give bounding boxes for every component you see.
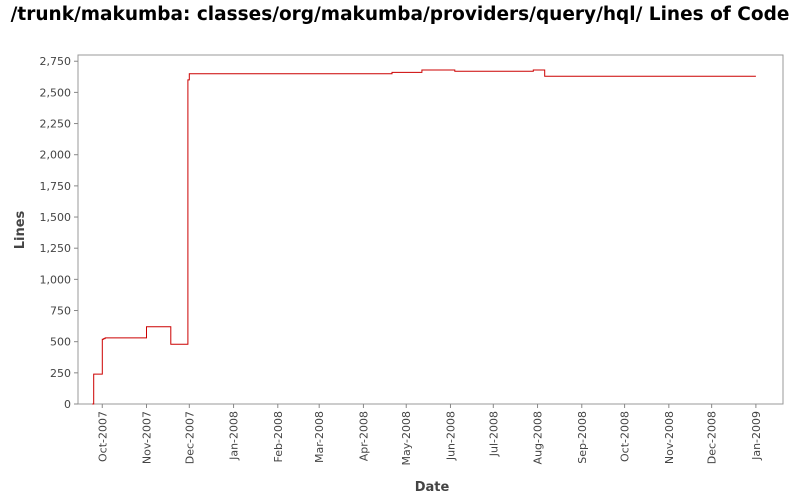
x-tick-label: Nov-2007 xyxy=(141,411,154,464)
data-point xyxy=(93,373,94,374)
data-point xyxy=(454,71,455,72)
data-point xyxy=(391,72,392,73)
data-point xyxy=(533,69,534,70)
x-tick-label: Oct-2008 xyxy=(619,411,632,462)
data-point xyxy=(544,76,545,77)
data-point xyxy=(189,73,190,74)
x-tick-label: Jul-2008 xyxy=(487,411,500,457)
y-tick-label: 250 xyxy=(50,367,71,380)
x-tick-label: Aug-2008 xyxy=(532,411,545,464)
x-axis-label: Date xyxy=(415,480,450,495)
x-tick-label: Jan-2009 xyxy=(750,411,763,461)
y-tick-label: 2,500 xyxy=(40,86,72,99)
data-point xyxy=(755,76,756,77)
y-axis-label: Lines xyxy=(13,210,28,249)
data-point xyxy=(92,403,93,404)
x-tick-label: Dec-2007 xyxy=(183,411,196,464)
data-point xyxy=(187,79,188,80)
series-line xyxy=(92,69,756,405)
x-tick-label: Mar-2008 xyxy=(313,411,326,463)
y-tick-label: 750 xyxy=(50,305,71,318)
y-tick-label: 1,750 xyxy=(40,180,72,193)
data-point xyxy=(102,339,103,340)
y-tick-label: 500 xyxy=(50,336,71,349)
data-point xyxy=(170,344,171,345)
data-point xyxy=(105,337,106,338)
y-tick-label: 1,500 xyxy=(40,211,72,224)
x-tick-label: Sep-2008 xyxy=(576,411,589,464)
x-tick-label: Oct-2007 xyxy=(96,411,109,462)
data-point xyxy=(146,326,147,327)
data-point xyxy=(421,69,422,70)
x-tick-label: Apr-2008 xyxy=(357,411,370,461)
data-point xyxy=(103,338,104,339)
x-tick-label: Jun-2008 xyxy=(444,411,457,461)
x-axis: Oct-2007 Nov-2007 Dec-2007 Jan-2008 Feb-2008… xyxy=(96,404,763,466)
series-layer xyxy=(92,69,756,405)
y-axis: 0 250 500 750 1,000 1,250 1,500 1,750 2,000 2,250… xyxy=(40,55,78,411)
x-tick-label: Nov-2008 xyxy=(663,411,676,464)
y-tick-label: 2,750 xyxy=(40,55,72,68)
y-tick-label: 1,250 xyxy=(40,242,72,255)
x-tick-label: May-2008 xyxy=(400,411,413,466)
y-tick-label: 1,000 xyxy=(40,273,72,286)
y-tick-label: 2,250 xyxy=(40,118,72,131)
x-tick-label: Dec-2008 xyxy=(706,411,719,464)
x-tick-label: Feb-2008 xyxy=(272,411,285,462)
plot-area xyxy=(77,54,784,405)
chart-title: /trunk/makumba: classes/org/makumba/prov… xyxy=(10,4,790,25)
x-tick-label: Jan-2008 xyxy=(228,411,241,461)
y-tick-label: 2,000 xyxy=(40,149,72,162)
y-tick-label: 0 xyxy=(64,398,71,411)
